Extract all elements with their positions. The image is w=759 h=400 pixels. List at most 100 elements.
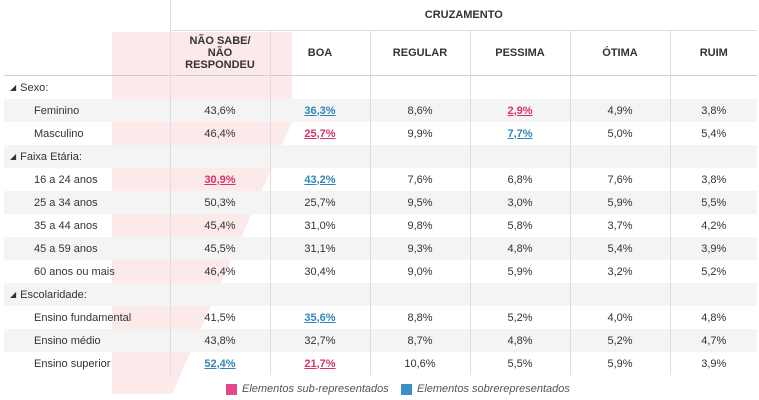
highlighted-value-pink[interactable]: 21,7% (304, 357, 336, 370)
section-empty-cell (469, 75, 570, 99)
table-cell: 50,3% (169, 191, 270, 214)
section-empty-cell (269, 283, 370, 306)
cell-value: 8,7% (407, 334, 433, 347)
table-cell: 32,7% (269, 329, 370, 352)
table-row: Ensino médio 43,8% 32,7% 8,7% 4,8% 5,2% 4,7% (4, 329, 758, 352)
section-empty-cell (469, 283, 570, 306)
section-label[interactable]: ◢ Escolaridade: (4, 283, 170, 306)
table-cell: 5,2% (569, 329, 670, 352)
cell-value: 5,5% (701, 196, 727, 209)
table-cell: 31,0% (269, 214, 370, 237)
column-header-line: NÃO (207, 47, 233, 59)
highlighted-value-blue[interactable]: 52,4% (204, 357, 236, 370)
cell-value: 46,4% (204, 127, 236, 140)
table-cell: 35,6% (269, 306, 370, 329)
table-cell: 5,5% (669, 191, 758, 214)
table-cell: 31,1% (269, 237, 370, 260)
table-cell: 7,6% (369, 168, 470, 191)
table-cell: 5,9% (569, 352, 670, 375)
column-header-1[interactable]: BOA (269, 30, 370, 76)
collapse-triangle-icon[interactable]: ◢ (10, 82, 17, 92)
table-corner (4, 0, 170, 31)
highlighted-value-blue[interactable]: 7,7% (507, 127, 533, 140)
table-cell: 45,4% (169, 214, 270, 237)
cell-value: 4,8% (507, 334, 533, 347)
collapse-triangle-icon[interactable]: ◢ (10, 151, 17, 161)
column-header-3[interactable]: PESSIMA (469, 30, 570, 76)
table-cell: 3,9% (669, 237, 758, 260)
table-cell: 5,4% (569, 237, 670, 260)
cell-value: 50,3% (204, 196, 236, 209)
cell-value: 3,8% (701, 173, 727, 186)
section-row: ◢ Sexo: (4, 75, 758, 100)
crosstab-table: CRUZAMENTO NÃO SABE/NÃO RESPONDEU BOA REGUL… (4, 0, 758, 375)
column-header-5[interactable]: RUIM (669, 30, 758, 76)
column-header-0[interactable]: NÃO SABE/NÃO RESPONDEU (169, 30, 270, 76)
table-cell: 3,2% (569, 260, 670, 283)
column-header-line: NÃO SABE/ (189, 35, 251, 47)
cell-value: 5,5% (507, 357, 533, 370)
section-empty-cell (669, 75, 758, 99)
section-label-text: Sexo: (20, 81, 49, 94)
table-cell: 5,9% (469, 260, 570, 283)
table-cell: 10,6% (369, 352, 470, 375)
row-label: 45 a 59 anos (4, 237, 170, 260)
table-cell: 3,0% (469, 191, 570, 214)
column-header-2[interactable]: REGULAR (369, 30, 470, 76)
section-row: ◢ Faixa Etária: (4, 145, 758, 168)
cell-value: 5,2% (507, 311, 533, 324)
table-cell: 9,5% (369, 191, 470, 214)
table-corner-bottom (4, 31, 170, 76)
table-cell: 5,2% (469, 306, 570, 329)
row-label: 25 a 34 anos (4, 191, 170, 214)
group-header-cruzamento: CRUZAMENTO (169, 0, 758, 31)
section-empty-cell (669, 283, 758, 306)
section-label[interactable]: ◢ Faixa Etária: (4, 145, 170, 168)
cell-value: 5,4% (607, 242, 633, 255)
cell-value: 25,7% (304, 196, 336, 209)
table-cell: 3,8% (669, 168, 758, 191)
cell-value: 5,9% (607, 357, 633, 370)
cell-value: 5,2% (607, 334, 633, 347)
table-cell: 30,9% (169, 168, 270, 191)
table-cell: 3,8% (669, 99, 758, 122)
table-cell: 41,5% (169, 306, 270, 329)
cell-value: 5,9% (607, 196, 633, 209)
highlighted-value-blue[interactable]: 35,6% (304, 311, 336, 324)
highlighted-value-pink[interactable]: 25,7% (304, 127, 336, 140)
cell-value: 32,7% (304, 334, 336, 347)
cell-value: 3,7% (607, 219, 633, 232)
cell-value: 4,8% (701, 311, 727, 324)
table-cell: 43,2% (269, 168, 370, 191)
column-header-line: RUIM (699, 47, 728, 59)
cell-value: 3,9% (701, 357, 727, 370)
column-header-4[interactable]: ÓTIMA (569, 30, 670, 76)
table-cell: 4,2% (669, 214, 758, 237)
cell-value: 9,3% (407, 242, 433, 255)
section-empty-cell (569, 145, 670, 168)
highlighted-value-pink[interactable]: 2,9% (507, 104, 533, 117)
cell-value: 7,6% (407, 173, 433, 186)
row-label: Ensino médio (4, 329, 170, 352)
table-cell: 4,9% (569, 99, 670, 122)
row-label: Ensino fundamental (34, 311, 132, 324)
table-cell: 4,8% (469, 329, 570, 352)
highlighted-value-blue[interactable]: 36,3% (304, 104, 336, 117)
legend-item-over: Elementos sobrerepresentados (401, 383, 570, 395)
table-row: Ensino fundamental 41,5% 35,6% 8,8% 5,2% 4,0%… (4, 306, 758, 329)
section-label[interactable]: ◢ Sexo: (4, 76, 170, 100)
table-row: 35 a 44 anos 45,4% 31,0% 9,8% 5,8% 3,7% 4,2% (4, 214, 758, 237)
highlighted-value-blue[interactable]: 43,2% (304, 173, 336, 186)
cell-value: 4,0% (607, 311, 633, 324)
table-cell: 25,7% (269, 122, 370, 145)
table-cell: 45,5% (169, 237, 270, 260)
cell-value: 4,2% (701, 219, 727, 232)
table-row: 45 a 59 anos 45,5% 31,1% 9,3% 4,8% 5,4% 3,9% (4, 237, 758, 260)
table-cell: 43,8% (169, 329, 270, 352)
highlighted-value-pink[interactable]: 30,9% (204, 173, 236, 186)
collapse-triangle-icon[interactable]: ◢ (10, 289, 17, 299)
cell-value: 46,4% (204, 265, 236, 278)
table-cell: 5,2% (669, 260, 758, 283)
table-cell: 4,8% (669, 306, 758, 329)
section-empty-cell (169, 145, 270, 168)
